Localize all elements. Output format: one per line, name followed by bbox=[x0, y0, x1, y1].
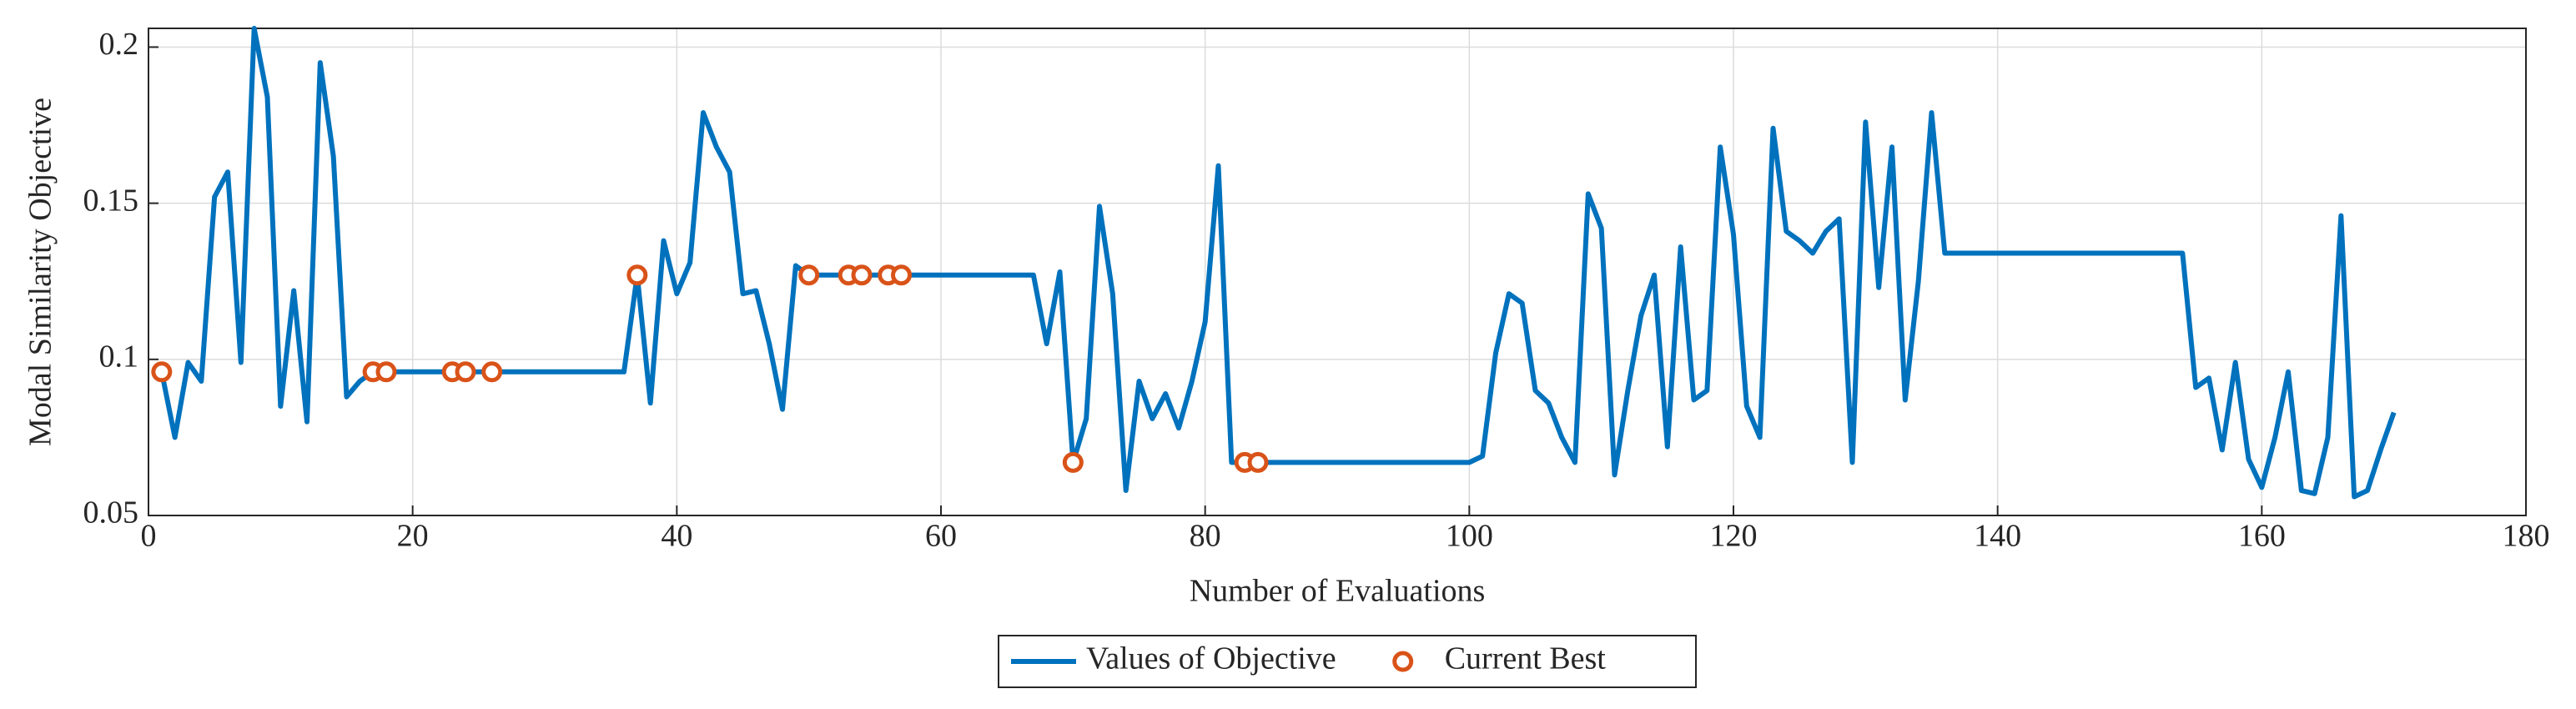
x-tick-label: 100 bbox=[1446, 519, 1493, 554]
x-axis-label: Number of Evaluations bbox=[1190, 574, 1486, 609]
x-tick-label: 160 bbox=[2238, 519, 2286, 554]
x-tick-label: 120 bbox=[1710, 519, 1758, 554]
legend-label: Current Best bbox=[1445, 641, 1607, 676]
best-marker bbox=[1062, 451, 1084, 473]
legend-marker bbox=[1392, 651, 1414, 672]
y-tick-label: 0.1 bbox=[99, 339, 139, 375]
best-marker bbox=[851, 264, 873, 286]
x-tick-label: 60 bbox=[925, 519, 957, 554]
x-tick-label: 180 bbox=[2503, 519, 2550, 554]
best-marker bbox=[1247, 451, 1269, 473]
x-tick-label: 0 bbox=[141, 519, 157, 554]
data-line bbox=[158, 26, 2397, 500]
best-marker bbox=[375, 361, 397, 383]
legend: Values of Objective Current Best bbox=[998, 635, 1697, 688]
x-tick-label: 80 bbox=[1190, 519, 1221, 554]
legend-label: Values of Objective bbox=[1086, 641, 1336, 676]
best-marker bbox=[455, 361, 476, 383]
y-tick-label: 0.05 bbox=[83, 495, 139, 530]
best-marker bbox=[891, 264, 912, 286]
plot-area bbox=[148, 28, 2526, 515]
best-marker bbox=[626, 264, 648, 286]
legend-box bbox=[998, 635, 1697, 688]
y-tick-label: 0.2 bbox=[99, 27, 139, 62]
x-tick-label: 20 bbox=[397, 519, 429, 554]
y-tick-label: 0.15 bbox=[83, 183, 139, 218]
best-marker bbox=[481, 361, 503, 383]
x-tick-label: 40 bbox=[661, 519, 692, 554]
x-tick-label: 140 bbox=[1974, 519, 2021, 554]
best-marker bbox=[151, 361, 173, 383]
axes-box bbox=[148, 28, 2527, 516]
best-marker bbox=[798, 264, 820, 286]
y-axis-label: Modal Similarity Objective bbox=[23, 98, 58, 446]
